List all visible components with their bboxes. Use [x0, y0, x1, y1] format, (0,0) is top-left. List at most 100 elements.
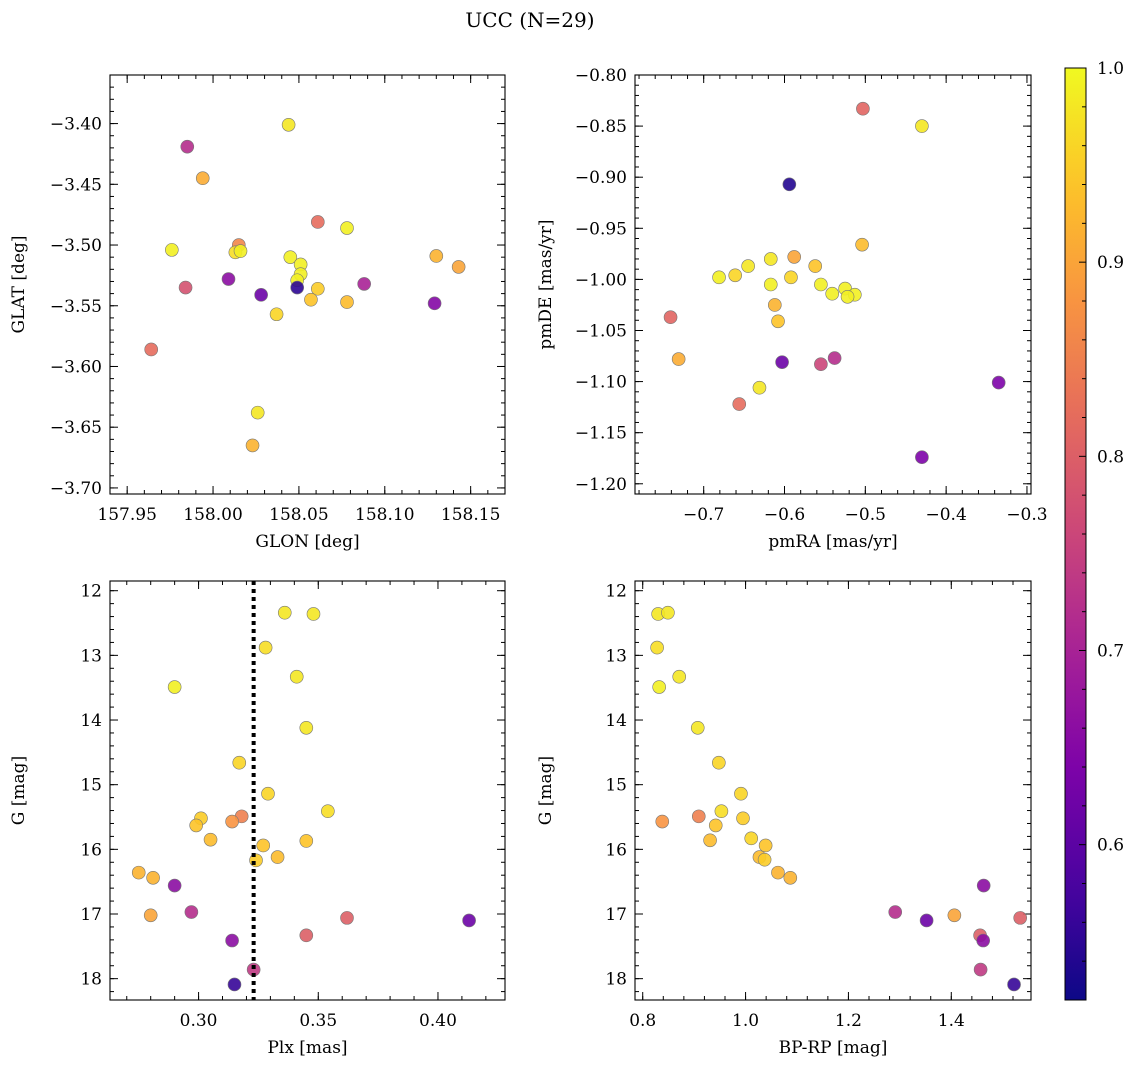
x-tick-label: 0.35 [299, 1011, 337, 1031]
scatter-point [973, 962, 988, 977]
scatter-point [258, 640, 273, 655]
scatter-point [672, 669, 687, 684]
x-tick-label: −0.5 [845, 505, 886, 525]
x-tick-label: 0.30 [180, 1011, 218, 1031]
scatter-point [814, 357, 828, 372]
scatter-point [269, 307, 284, 322]
y-tick-label: −0.95 [575, 219, 627, 239]
panel-plx-g: 0.30 0.35 0.40 12 13 14 15 16 17 18 Plx [mas] G [ma… [9, 580, 506, 1058]
scatter-point [825, 286, 839, 301]
scatter-point [462, 913, 476, 928]
colorbar-tick-label: 0.6 [1097, 836, 1124, 856]
x-tick-label: 158.10 [355, 505, 414, 525]
colorbar-tick-label: 0.8 [1097, 447, 1124, 467]
y-tick-label: 15 [80, 776, 102, 796]
scatter-point [270, 850, 285, 864]
scatter-point [167, 878, 182, 893]
y-tick-label: −1.15 [575, 424, 627, 444]
scatter-point [915, 450, 929, 465]
scatter-point [184, 905, 199, 919]
scatter-point [758, 838, 773, 853]
x-tick-label: 0.40 [419, 1011, 457, 1031]
scatter-point [340, 221, 354, 235]
y-tick-label: −3.55 [50, 297, 102, 317]
y-tick-label: −3.50 [50, 236, 102, 256]
scatter-series [650, 605, 1028, 992]
panel-pm: −0.7 −0.6 −0.5 −0.4 −0.3 −0.80 −0.85 −0.90 −0.95… [536, 66, 1048, 552]
scatter-point [671, 352, 686, 366]
scatter-point [752, 380, 767, 395]
scatter-point [690, 720, 705, 735]
scatter-point [708, 818, 723, 833]
y-axis-label: G [mag] [9, 756, 29, 825]
scatter-point [976, 933, 990, 948]
scatter-point [299, 834, 314, 848]
scatter-point [840, 289, 855, 304]
scatter-point [771, 865, 785, 880]
scatter-point [1007, 977, 1021, 992]
y-tick-label: −0.85 [575, 117, 627, 137]
y-tick-label: 12 [80, 582, 102, 602]
scatter-point [856, 101, 870, 116]
y-tick-label: 18 [80, 970, 102, 990]
colorbar-tick-label: 0.9 [1097, 253, 1124, 273]
scatter-point [768, 298, 782, 312]
scatter-point [189, 818, 203, 833]
scatter-point [712, 755, 726, 770]
scatter-point [227, 977, 242, 992]
y-tick-label: 15 [605, 776, 627, 796]
scatter-point [277, 605, 292, 620]
y-tick-label: 18 [605, 970, 627, 990]
scatter-point [827, 351, 842, 365]
scatter-point [663, 310, 678, 325]
scatter-point [808, 259, 823, 273]
scatter-point [741, 259, 755, 273]
y-tick-label: −3.45 [50, 175, 102, 195]
scatter-point [256, 838, 271, 853]
y-tick-label: 13 [80, 646, 102, 666]
scatter-point [814, 277, 828, 292]
scatter-point [143, 908, 158, 923]
scatter-point [167, 680, 182, 694]
plot-frame [109, 74, 506, 495]
y-axis-label: G [mag] [536, 756, 556, 825]
y-tick-label: −3.40 [50, 115, 102, 135]
scatter-point [1013, 911, 1028, 925]
scatter-point [283, 250, 298, 264]
scatter-point [652, 680, 666, 694]
scatter-point [691, 809, 706, 824]
scatter-point [178, 280, 193, 295]
scatter-point [311, 281, 325, 296]
x-axis-label: Plx [mas] [267, 1038, 347, 1058]
x-tick-label: 157.95 [97, 505, 156, 525]
y-axis-label: GLAT [deg] [9, 235, 29, 333]
y-tick-label: −1.05 [575, 321, 627, 341]
scatter-point [991, 375, 1006, 390]
scatter-point [655, 814, 670, 829]
scatter-point [340, 911, 354, 925]
x-tick-label: −0.6 [764, 505, 805, 525]
colorbar-tick-label: 0.7 [1097, 642, 1124, 662]
scatter-point [311, 215, 325, 229]
colorbar-tick-label: 1.0 [1097, 59, 1124, 79]
x-axis-label: BP-RP [mag] [779, 1038, 888, 1058]
scatter-point [131, 865, 146, 880]
scatter-point [299, 928, 314, 943]
scatter-point [855, 237, 869, 252]
x-tick-label: 158.15 [441, 505, 500, 525]
y-tick-label: 13 [605, 646, 627, 666]
scatter-point [976, 878, 991, 893]
y-tick-label: −1.10 [575, 373, 627, 393]
scatter-point [703, 833, 717, 848]
scatter-point [661, 605, 675, 620]
scatter-series [663, 101, 1006, 465]
scatter-point [728, 268, 743, 283]
y-tick-label: −0.80 [575, 66, 627, 86]
scatter-point [736, 811, 750, 826]
x-tick-label: 1.4 [938, 1011, 965, 1031]
scatter-point [203, 832, 218, 847]
scatter-series [144, 117, 466, 453]
scatter-point [782, 177, 797, 192]
scatter-point [249, 853, 263, 868]
